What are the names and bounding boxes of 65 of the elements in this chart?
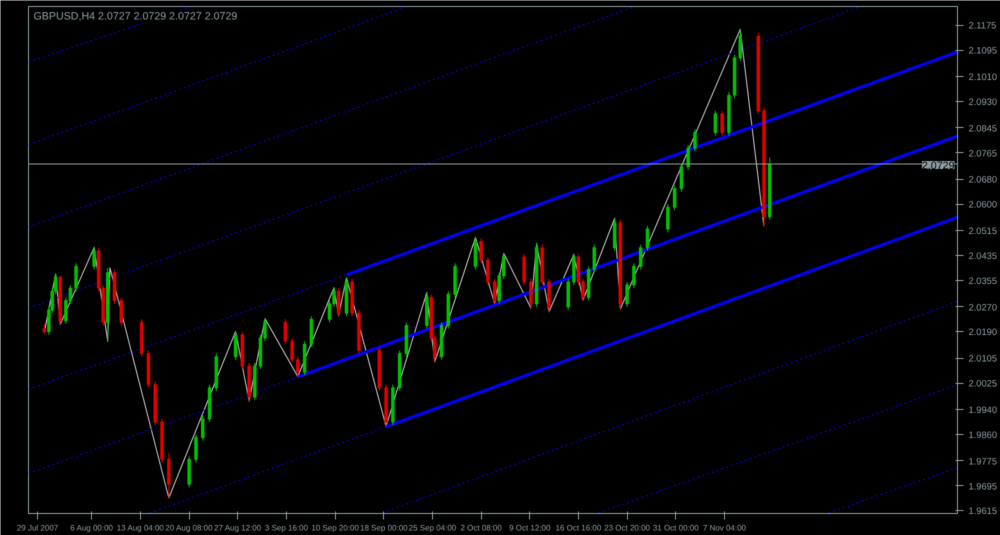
candlestick [42,323,46,335]
candlestick [529,278,533,309]
candlestick [738,28,742,62]
candlestick [194,434,198,463]
y-tick-label: 2.0270 [968,302,998,312]
candlestick [666,204,670,233]
x-tick-label: 29 Jul 2007 [16,524,59,532]
y-tick-label: 2.0355 [968,276,998,286]
x-tick-label: 27 Aug 12:00 [214,524,262,532]
ref-line-label: 2.0729 [922,160,955,172]
candlestick [296,356,300,378]
y-tick-label: 2.0930 [968,96,998,107]
candlestick [492,278,496,305]
x-tick-label: 7 Nov 04:00 [702,524,747,532]
candlestick [672,184,676,211]
x-tick-label: 31 Oct 00:00 [652,524,700,532]
candlestick [680,163,684,192]
candlestick [92,246,96,270]
y-tick-label: 1.9940 [968,405,998,416]
x-tick-label: 2 Oct 08:00 [460,524,502,532]
x-tick-label: 10 Sep 20:00 [311,524,360,532]
x-tick-label: 16 Oct 16:00 [556,524,602,532]
candlestick [336,288,340,316]
candlestick [632,262,636,289]
x-tick-label: 20 Aug 08:00 [165,524,214,532]
y-tick-label: 1.9860 [968,430,998,440]
candlestick [646,225,650,252]
candlestick [479,238,483,264]
y-tick-label: 1.9695 [968,481,998,492]
chart-title: GBPUSD,H4 2.0727 2.0729 2.0727 2.0729 [34,10,238,22]
candlestick [592,244,596,274]
y-tick-label: 2.1175 [968,20,996,31]
candlestick [693,128,697,152]
y-tick-label: 2.0435 [968,250,998,261]
candlestick [290,337,294,364]
y-tick-label: 2.0765 [968,148,998,158]
candlestick [638,244,642,270]
x-tick-label: 13 Aug 04:00 [116,524,164,532]
y-tick-label: 2.0190 [968,327,998,338]
candlestick [686,144,690,170]
y-tick-label: 2.0680 [968,174,998,185]
candlestick [720,110,724,136]
y-tick-label: 1.9775 [968,456,998,466]
candlestick [74,262,78,292]
y-tick-label: 2.0025 [968,378,998,389]
y-tick-label: 2.0600 [968,200,998,210]
candlestick [486,256,490,286]
y-tick-label: 1.9615 [968,506,998,516]
x-tick-label: 6 Aug 00:00 [70,524,114,532]
y-tick-label: 2.0515 [968,226,998,236]
x-tick-label: 9 Oct 12:00 [509,524,552,532]
candlestick [625,281,629,308]
x-tick-label: 25 Sep 04:00 [408,524,457,532]
candlestick [201,415,205,442]
y-tick-label: 2.1010 [968,72,998,82]
candlestick [284,318,288,345]
y-tick-label: 2.0105 [968,354,998,364]
candlestick [714,110,718,136]
x-tick-label: 3 Sep 16:00 [264,524,309,532]
candlestick [120,297,124,326]
y-tick-label: 2.0845 [968,123,998,134]
x-tick-label: 23 Oct 20:00 [604,524,651,532]
x-tick-label: 18 Sep 00:00 [360,524,408,532]
y-tick-label: 2.1095 [968,46,998,56]
candlestick [234,330,238,360]
